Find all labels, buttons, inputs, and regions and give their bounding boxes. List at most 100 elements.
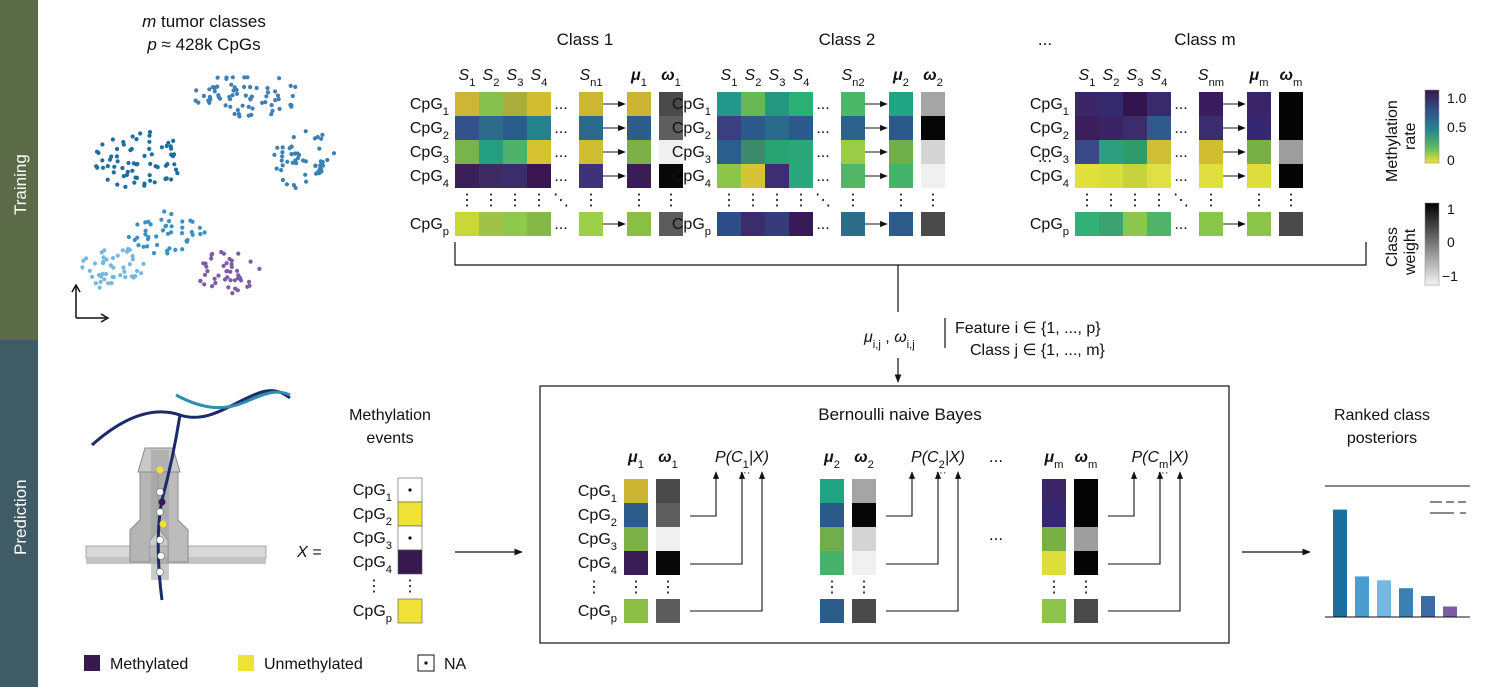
tsne-point <box>115 182 120 187</box>
heatmap-cell <box>1147 164 1171 188</box>
tsne-point <box>148 222 153 227</box>
ranked-bar <box>1333 509 1347 617</box>
heatmap-cell <box>1147 140 1171 164</box>
heatmap-cell <box>1099 116 1123 140</box>
row-label: CpG3 <box>672 144 711 166</box>
tsne-point <box>139 271 144 276</box>
heatmap-cell <box>479 92 503 116</box>
tsne-point <box>101 165 106 170</box>
tsne-point <box>246 104 251 109</box>
tsne-point <box>202 272 208 277</box>
tsne-point <box>303 129 308 134</box>
tsne-point <box>205 269 210 274</box>
tsne-point <box>99 274 104 279</box>
bayes-omega-cell <box>852 599 876 623</box>
tsne-point <box>230 291 235 296</box>
bayes-omega-cell <box>656 551 680 575</box>
bayes-vertical-ellipsis: ⋮ <box>628 579 644 596</box>
tsne-point <box>118 273 123 278</box>
tsne-point <box>81 258 86 263</box>
posterior-label: P(Cm|X) <box>1131 449 1188 471</box>
tsne-point <box>122 269 127 274</box>
heatmap-cell <box>579 140 603 164</box>
tsne-axis-arrowheads <box>71 283 110 323</box>
sidebar-training <box>0 0 38 340</box>
omega-cell <box>921 92 945 116</box>
tsne-point <box>284 182 289 187</box>
tsne-point <box>147 133 152 138</box>
tsne-point <box>249 112 254 117</box>
tsne-point <box>221 263 226 268</box>
weight-tick-0: 0 <box>1447 234 1455 250</box>
sample-label: S3 <box>769 67 786 89</box>
tsne-point <box>215 84 220 89</box>
tsne-point <box>180 247 185 252</box>
tsne-point <box>120 248 125 253</box>
cell-ellipsis: ... <box>816 168 829 185</box>
heatmap-cell <box>741 164 765 188</box>
tsne-point <box>277 106 282 111</box>
tsne-point <box>193 98 198 103</box>
tsne-point <box>143 232 148 237</box>
tsne-point <box>224 269 229 274</box>
mu-cell <box>889 212 913 236</box>
tsne-point <box>180 219 185 224</box>
tsne-point <box>229 82 234 87</box>
tsne-point <box>230 75 235 80</box>
tsne-point <box>129 146 134 152</box>
tsne-point <box>246 279 252 284</box>
weight-tick-1: 1 <box>1447 201 1455 217</box>
tsne-point <box>105 177 110 182</box>
vertical-ellipsis: ⋮ <box>631 192 647 209</box>
heatmap-cell <box>1199 164 1223 188</box>
mu-cell <box>627 92 651 116</box>
bayes-omega-cell <box>656 479 680 503</box>
heatmap-cell <box>1123 140 1147 164</box>
tsne-point <box>232 111 237 117</box>
tsne-point <box>109 281 114 286</box>
tsne-point <box>212 276 217 281</box>
heatmap-cell <box>717 140 741 164</box>
row-label: CpG3 <box>1030 144 1069 166</box>
x-row-label: CpG3 <box>353 530 392 552</box>
omega-cell <box>659 164 683 188</box>
bayes-omega-cell <box>852 503 876 527</box>
na-dot <box>408 488 412 492</box>
mu-cell <box>627 212 651 236</box>
heatmap-cell <box>1199 92 1223 116</box>
tsne-point <box>106 281 111 286</box>
tsne-point <box>159 145 164 150</box>
na-label: NA <box>444 656 467 673</box>
tsne-point <box>132 237 137 243</box>
tsne-point <box>190 219 195 224</box>
tsne-point <box>288 83 293 88</box>
tsne-point <box>272 152 277 157</box>
tsne-point <box>312 136 317 141</box>
bayes-vertical-ellipsis: ⋮ <box>660 579 676 596</box>
heatmap-cell <box>1099 92 1123 116</box>
heatmap-cell <box>527 140 551 164</box>
tsne-point <box>99 250 104 255</box>
posterior-dots: ··· <box>1158 467 1169 479</box>
x-row-label: CpGp <box>353 603 392 625</box>
tsne-point <box>111 265 116 270</box>
tsne-point <box>202 230 207 235</box>
tsne-point <box>260 100 265 105</box>
bayes-omega-cell <box>852 527 876 551</box>
x-row-label: CpG2 <box>353 506 392 528</box>
bayes-mu-cell <box>820 479 844 503</box>
meth-legend-title-2: rate <box>1402 122 1419 150</box>
tsne-point <box>120 165 125 171</box>
tsne-point <box>135 268 140 274</box>
nanopore-illustration <box>85 389 291 601</box>
bayes-title: Bernoulli naive Bayes <box>818 405 981 424</box>
weight-tick-neg1: −1 <box>1442 268 1458 284</box>
x-vertical-ellipsis: ⋮ <box>402 578 418 595</box>
weight-legend-title-1: Class <box>1384 227 1401 267</box>
methylated-label: Methylated <box>110 656 188 673</box>
tsne-point <box>235 276 241 281</box>
mu-cell <box>1247 140 1271 164</box>
